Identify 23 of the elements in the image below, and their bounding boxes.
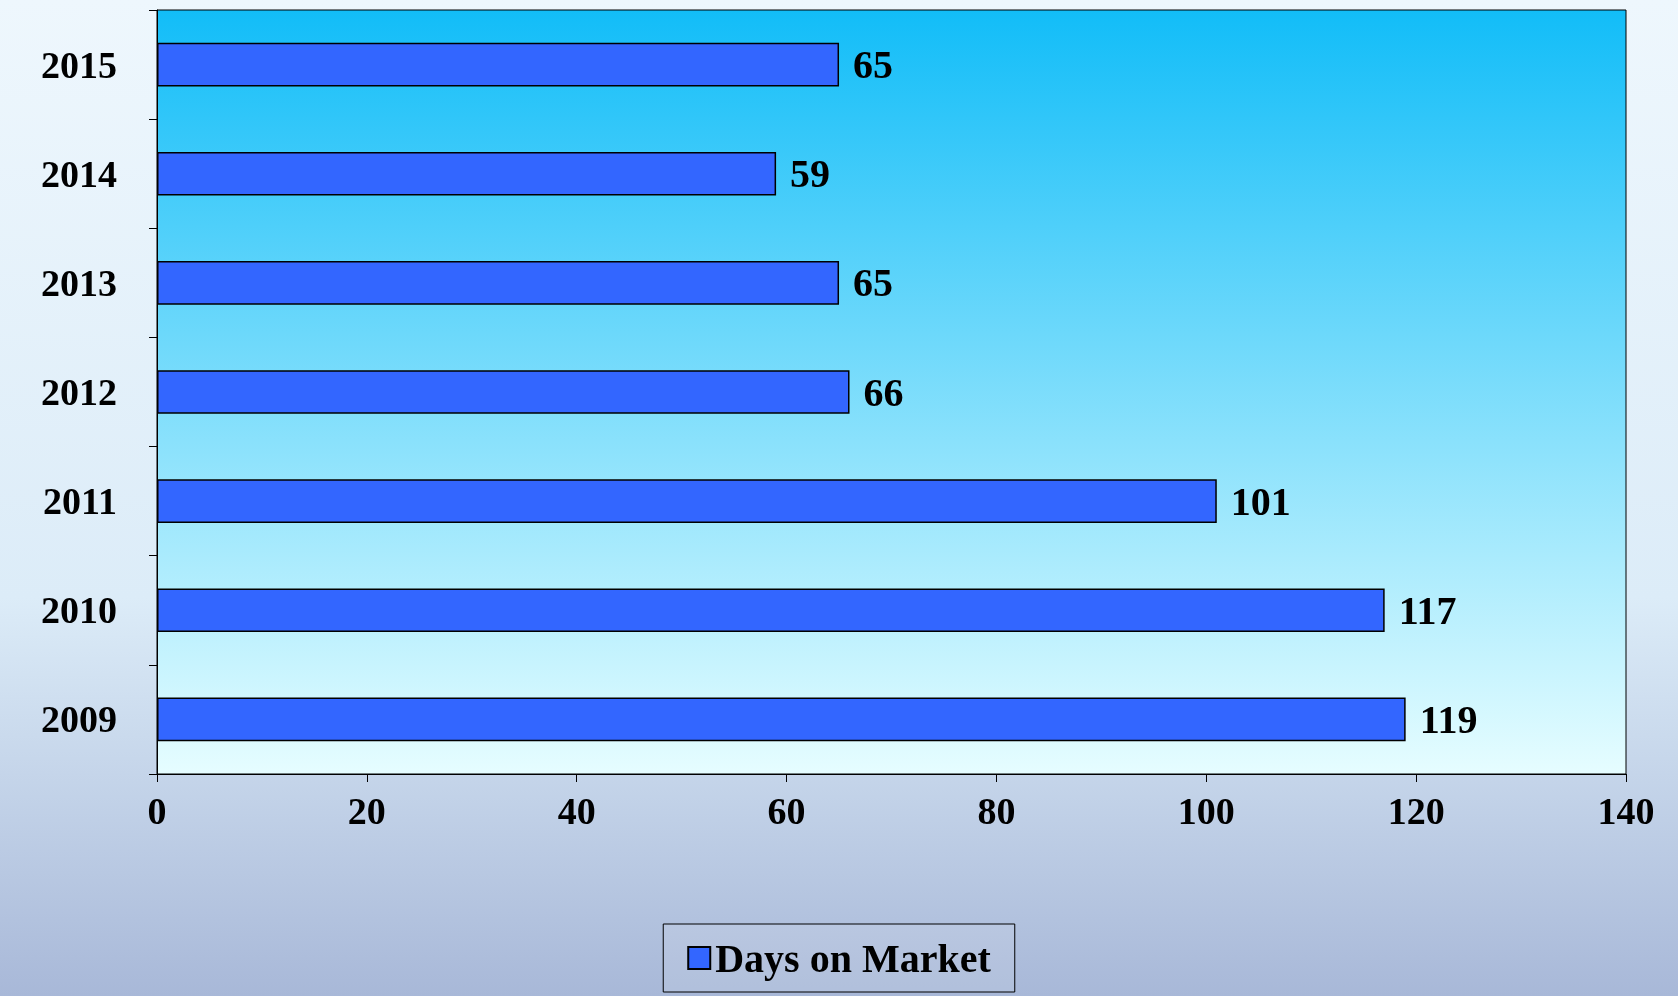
data-label: 119 bbox=[1419, 696, 1478, 742]
y-tick-label: 2015 bbox=[41, 43, 117, 86]
x-tick-label: 140 bbox=[1597, 790, 1655, 832]
y-tick-label: 2013 bbox=[41, 261, 117, 304]
x-tick-label: 100 bbox=[1177, 790, 1235, 832]
x-tick-label: 20 bbox=[347, 790, 386, 832]
y-tick-label: 2014 bbox=[41, 152, 117, 195]
legend-label: Days on Market bbox=[715, 935, 992, 981]
data-label: 65 bbox=[853, 42, 894, 88]
data-label: 59 bbox=[790, 151, 831, 197]
x-tick-label: 120 bbox=[1387, 790, 1445, 832]
data-label: 65 bbox=[853, 260, 894, 306]
y-tick-label: 2012 bbox=[41, 371, 117, 413]
x-tick-label: 60 bbox=[767, 790, 806, 832]
y-tick-label: 2011 bbox=[43, 480, 117, 523]
data-label: 66 bbox=[863, 369, 904, 415]
x-tick-label: 80 bbox=[977, 790, 1016, 832]
data-label: 117 bbox=[1398, 587, 1457, 633]
x-tick-label: 40 bbox=[557, 790, 596, 832]
data-label: 101 bbox=[1230, 478, 1291, 524]
y-tick-label: 2010 bbox=[41, 589, 117, 632]
x-tick-label: 0 bbox=[147, 790, 167, 832]
y-tick-label: 2009 bbox=[41, 698, 117, 741]
